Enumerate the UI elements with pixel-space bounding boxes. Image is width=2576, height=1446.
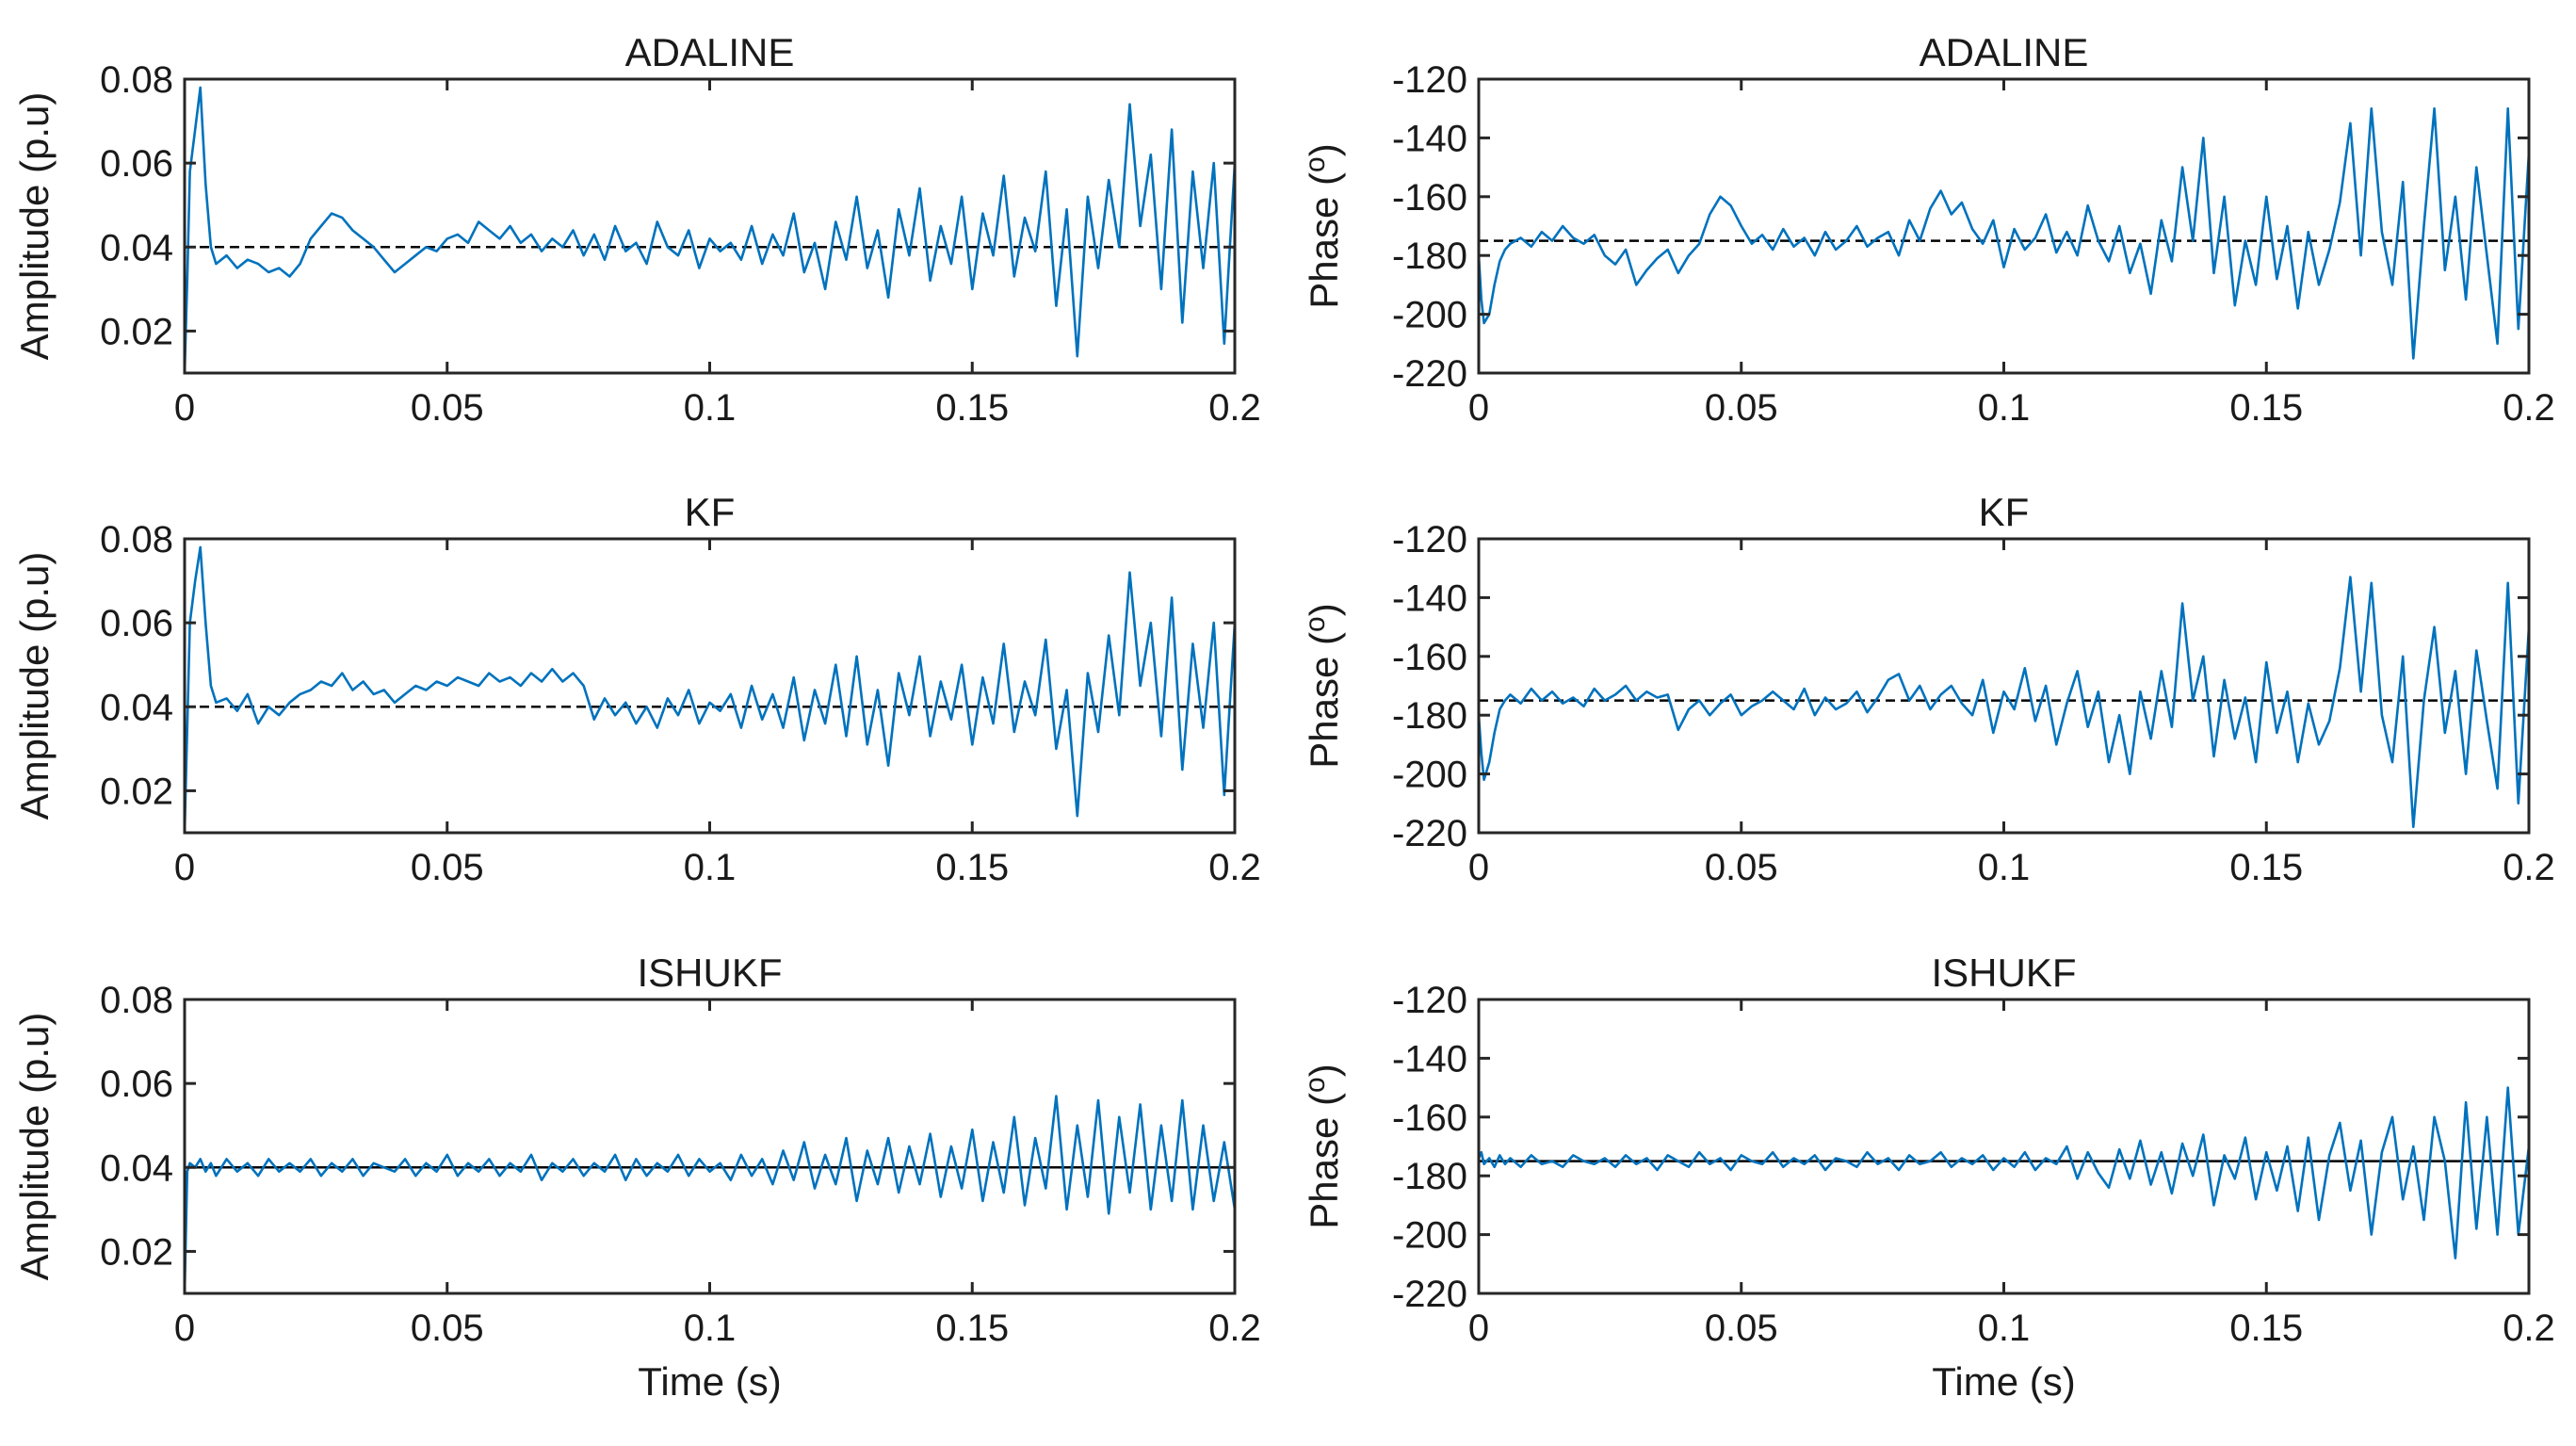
chart-amplitude-kf-x-tick-label: 0.05	[411, 847, 484, 888]
chart-phase-kf-y-tick-label: -120	[1392, 519, 1467, 561]
chart-amplitude-ishukf-y-tick-label: 0.08	[100, 980, 173, 1021]
chart-amplitude-adaline-x-tick-label: 0.05	[411, 387, 484, 429]
chart-phase-ishukf-y-tick-label: -120	[1392, 980, 1467, 1021]
chart-phase-ishukf-x-tick-label: 0	[1468, 1308, 1489, 1349]
chart-amplitude-kf-y-tick-label: 0.02	[100, 771, 173, 812]
chart-phase-adaline-x-tick-label: 0	[1468, 387, 1489, 429]
chart-amplitude-adaline-y-axis-label: Amplitude (p.u)	[12, 92, 57, 361]
chart-amplitude-adaline-x-tick-label: 0.2	[1208, 387, 1261, 429]
chart-amplitude-adaline-x-tick-label: 0	[174, 387, 195, 429]
chart-phase-ishukf-axes-box	[1477, 998, 2531, 1295]
chart-phase-kf-title: KF	[1979, 490, 2030, 534]
chart-phase-kf-x-tick-label: 0.15	[2229, 847, 2303, 888]
chart-phase-ishukf-title: ISHUKF	[1931, 950, 2076, 995]
chart-phase-ishukf-y-tick-label: -180	[1392, 1156, 1467, 1197]
chart-phase-adaline-y-tick-label: -200	[1392, 295, 1467, 336]
chart-amplitude-adaline-x-tick-label: 0.1	[684, 387, 737, 429]
chart-phase-ishukf-y-tick-label: -140	[1392, 1038, 1467, 1080]
chart-amplitude-ishukf-y-tick-label: 0.04	[100, 1147, 173, 1189]
chart-amplitude-adaline-title: ADALINE	[625, 30, 795, 74]
chart-amplitude-kf-x-tick-label: 0	[174, 847, 195, 888]
chart-phase-kf-series-line	[1479, 576, 2529, 829]
chart-phase-ishukf-panel: ISHUKF 0 0.05 0.1 0.15 0.2 -220 -200 -180 -160 -14…	[1300, 950, 2555, 1404]
chart-phase-adaline-y-tick-label: -160	[1392, 177, 1467, 219]
chart-phase-kf-y-tick-label: -140	[1392, 577, 1467, 619]
chart-amplitude-ishukf-x-tick-label: 0.15	[935, 1308, 1009, 1349]
chart-phase-adaline-y-tick-label: -140	[1392, 118, 1467, 159]
chart-phase-ishukf-y-tick-label: -220	[1392, 1274, 1467, 1315]
chart-phase-ishukf-x-tick-label: 0.05	[1705, 1308, 1778, 1349]
chart-amplitude-ishukf-y-axis-label: Amplitude (p.u)	[12, 1013, 57, 1281]
chart-amplitude-ishukf-panel: ISHUKF 0 0.05 0.1 0.15 0.2 0.02 0.04 0.06 0.08 Amp…	[12, 950, 1261, 1404]
chart-phase-kf-y-tick-label: -220	[1392, 813, 1467, 854]
chart-phase-kf-x-tick-label: 0.1	[1978, 847, 2031, 888]
chart-amplitude-ishukf-title: ISHUKF	[637, 950, 782, 995]
chart-phase-adaline-title: ADALINE	[1920, 30, 2089, 74]
chart-amplitude-kf-axes-box	[183, 537, 1237, 835]
chart-phase-adaline-y-axis-label: Phase (o)	[1300, 143, 1346, 308]
chart-amplitude-kf-x-tick-label: 0.15	[935, 847, 1009, 888]
chart-amplitude-adaline-y-tick-label: 0.02	[100, 311, 173, 352]
chart-amplitude-kf-y-tick-label: 0.04	[100, 687, 173, 728]
chart-amplitude-kf-panel: KF 0 0.05 0.1 0.15 0.2 0.02 0.04 0.06 0.08 Amplitu…	[12, 490, 1261, 888]
chart-amplitude-kf-y-tick-label: 0.08	[100, 519, 173, 561]
chart-phase-kf-y-tick-label: -200	[1392, 755, 1467, 796]
chart-amplitude-adaline-panel: ADALINE 0 0.05 0.1 0.15 0.2 0.02 0.04 0.06 0.08 Am…	[12, 30, 1261, 429]
chart-phase-adaline-x-tick-label: 0.05	[1705, 387, 1778, 429]
chart-amplitude-adaline-y-tick-label: 0.06	[100, 143, 173, 185]
chart-phase-adaline-y-tick-label: -220	[1392, 353, 1467, 395]
chart-phase-ishukf-x-tick-label: 0.2	[2503, 1308, 2555, 1349]
chart-amplitude-adaline-y-tick-label: 0.08	[100, 59, 173, 101]
chart-amplitude-kf-y-tick-label: 0.06	[100, 603, 173, 644]
chart-phase-kf-x-tick-label: 0	[1468, 847, 1489, 888]
chart-phase-adaline-y-tick-label: -180	[1392, 236, 1467, 277]
chart-amplitude-adaline-series-line	[185, 86, 1235, 373]
chart-phase-kf-y-tick-label: -180	[1392, 695, 1467, 737]
chart-amplitude-ishukf-y-tick-label: 0.06	[100, 1064, 173, 1105]
chart-amplitude-ishukf-axes-box	[183, 998, 1237, 1295]
chart-amplitude-ishukf-x-tick-label: 0.1	[684, 1308, 737, 1349]
chart-phase-ishukf-x-axis-label: Time (s)	[1932, 1359, 2075, 1404]
chart-phase-kf-x-tick-label: 0.2	[2503, 847, 2555, 888]
chart-amplitude-ishukf-x-tick-label: 0.2	[1208, 1308, 1261, 1349]
chart-amplitude-ishukf-series-line	[185, 1095, 1235, 1293]
chart-amplitude-ishukf-y-tick-label: 0.02	[100, 1231, 173, 1273]
chart-amplitude-adaline-x-tick-label: 0.15	[935, 387, 1009, 429]
chart-phase-ishukf-series-line	[1479, 1086, 2529, 1259]
chart-amplitude-kf-title: KF	[685, 490, 736, 534]
chart-amplitude-ishukf-x-tick-label: 0	[174, 1308, 195, 1349]
chart-amplitude-ishukf-x-tick-label: 0.05	[411, 1308, 484, 1349]
chart-phase-adaline-series-line	[1479, 106, 2529, 360]
chart-amplitude-kf-x-tick-label: 0.1	[684, 847, 737, 888]
chart-phase-kf-x-tick-label: 0.05	[1705, 847, 1778, 888]
chart-phase-ishukf-y-axis-label: Phase (o)	[1300, 1064, 1346, 1228]
chart-phase-kf-panel: KF 0 0.05 0.1 0.15 0.2 -220 -200 -180 -160 -140 -12…	[1300, 490, 2555, 888]
chart-amplitude-kf-y-axis-label: Amplitude (p.u)	[12, 552, 57, 820]
chart-phase-adaline-x-tick-label: 0.1	[1978, 387, 2031, 429]
chart-phase-ishukf-x-tick-label: 0.1	[1978, 1308, 2031, 1349]
chart-amplitude-kf-x-tick-label: 0.2	[1208, 847, 1261, 888]
chart-phase-kf-y-axis-label: Phase (o)	[1300, 603, 1346, 768]
chart-phase-ishukf-y-tick-label: -160	[1392, 1097, 1467, 1139]
chart-amplitude-ishukf-x-axis-label: Time (s)	[638, 1359, 781, 1404]
chart-phase-adaline-x-tick-label: 0.2	[2503, 387, 2555, 429]
chart-phase-adaline-panel: ADALINE 0 0.05 0.1 0.15 0.2 -220 -200 -180 -160 -1…	[1300, 30, 2555, 429]
chart-amplitude-adaline-y-tick-label: 0.04	[100, 227, 173, 268]
chart-phase-kf-y-tick-label: -160	[1392, 637, 1467, 678]
chart-phase-adaline-x-tick-label: 0.15	[2229, 387, 2303, 429]
chart-phase-adaline-y-tick-label: -120	[1392, 59, 1467, 101]
chart-phase-ishukf-x-tick-label: 0.15	[2229, 1308, 2303, 1349]
chart-phase-ishukf-y-tick-label: -200	[1392, 1215, 1467, 1257]
chart-amplitude-kf-series-line	[185, 545, 1235, 833]
chart-amplitude-adaline-axes-box	[183, 77, 1237, 375]
